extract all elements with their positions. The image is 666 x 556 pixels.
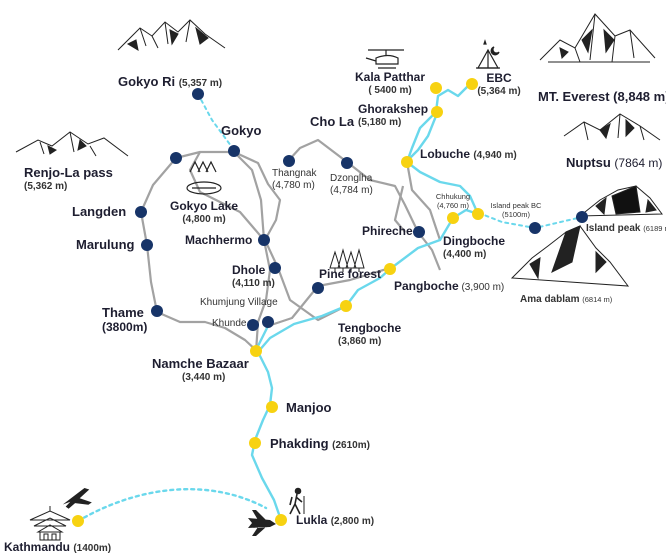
- stop-dhole: [269, 262, 281, 274]
- label-cho-la: Cho La: [310, 114, 355, 129]
- label-gokyo-ri: Gokyo Ri (5,357 m): [118, 74, 223, 89]
- stop-island-bc: [529, 222, 541, 234]
- label-dzonglha: Dzonglha (4,784 m): [330, 173, 373, 196]
- label-dingboche: Dingboche (4,400 m): [443, 234, 505, 260]
- stop-gokyo-west: [170, 152, 182, 164]
- pine-trees-icon: [329, 248, 365, 272]
- label-pine-forest: Pine forest: [319, 267, 382, 281]
- label-manjoo: Manjoo: [286, 400, 332, 415]
- stop-thangnak: [283, 155, 295, 167]
- label-langden: Langden: [72, 204, 127, 219]
- stop-gokyo: [228, 145, 240, 157]
- lake-icon: [186, 160, 222, 195]
- label-khunde: Khunde: [212, 318, 247, 329]
- hiker-icon: [289, 487, 305, 515]
- label-thame: Thame (3800m): [102, 305, 148, 334]
- label-ama-dablam: Ama dablam (6814 m): [520, 294, 613, 305]
- stop-dzonglha: [341, 157, 353, 169]
- mountain-icon: [15, 13, 663, 287]
- main-stops: [72, 78, 484, 527]
- stop-marulung: [141, 239, 153, 251]
- stop-machhermo: [258, 234, 270, 246]
- stop-phakding: [249, 437, 261, 449]
- temple-icon: [29, 506, 71, 541]
- label-tengboche: Tengboche (3,860 m): [338, 321, 402, 347]
- airplane-icon: [62, 488, 276, 536]
- stop-khumjung: [262, 316, 274, 328]
- stop-ebc: [466, 78, 478, 90]
- stop-lukla: [275, 514, 287, 526]
- label-phireche: Phireche: [362, 224, 413, 238]
- stop-phireche: [413, 226, 425, 238]
- stop-namche: [250, 345, 262, 357]
- label-island-peak: Island peak (6189 m): [586, 223, 666, 234]
- side-stops: [135, 88, 588, 331]
- label-kathmandu: Kathmandu (1400m): [4, 540, 112, 554]
- label-namche: Namche Bazaar (3,440 m): [152, 356, 249, 383]
- label-khumjung: Khumjung Village: [200, 297, 278, 308]
- label-gokyo-lake: Gokyo Lake (4,800 m): [169, 199, 239, 225]
- label-everest: MT. Everest (8,848 m): [538, 89, 666, 104]
- label-chhukung: Chhukung (4,760 m): [435, 192, 471, 210]
- helicopter-icon: [365, 49, 404, 69]
- label-gorakshep: Ghorakshep (5,180 m): [358, 102, 429, 128]
- label-pangboche: Pangboche (3,900 m): [394, 279, 505, 293]
- stop-pangboche: [384, 263, 396, 275]
- stop-lobuche: [401, 156, 413, 168]
- stop-chhukung: [472, 208, 484, 220]
- stop-kathmandu: [72, 515, 84, 527]
- label-nuptsu: Nuptsu (7864 m): [566, 155, 663, 170]
- label-lobuche: Lobuche (4,940 m): [420, 147, 517, 161]
- label-renjo-la: Renjo-La pass (5,362 m): [24, 165, 113, 192]
- label-island-bc: Island peak BC (5100m): [490, 201, 542, 219]
- label-ebc: EBC (5,364 m): [477, 71, 521, 97]
- stop-kala-patthar: [430, 82, 442, 94]
- label-lukla: Lukla (2,800 m): [296, 513, 375, 527]
- tent-icon: [476, 39, 500, 69]
- stop-gorakshep: [431, 106, 443, 118]
- label-machhermo: Machhermo: [185, 233, 253, 247]
- label-thangnak: Thangnak (4,780 m): [272, 168, 317, 191]
- label-gokyo: Gokyo: [221, 123, 262, 138]
- stop-pine-forest: [312, 282, 324, 294]
- stop-gokyo-ri: [192, 88, 204, 100]
- stop-tengboche: [340, 300, 352, 312]
- stop-thame: [151, 305, 163, 317]
- stop-manjoo: [266, 401, 278, 413]
- label-kala-patthar: Kala Patthar( 5400 m): [354, 70, 426, 96]
- label-phakding: Phakding (2610m): [270, 436, 370, 451]
- stop-dingboche: [447, 212, 459, 224]
- stop-khunde: [247, 319, 259, 331]
- stop-langden: [135, 206, 147, 218]
- label-dhole: Dhole (4,110 m): [232, 263, 275, 289]
- stop-island-peak: [576, 211, 588, 223]
- dotted-links: [76, 93, 583, 523]
- label-marulung: Marulung: [76, 237, 135, 252]
